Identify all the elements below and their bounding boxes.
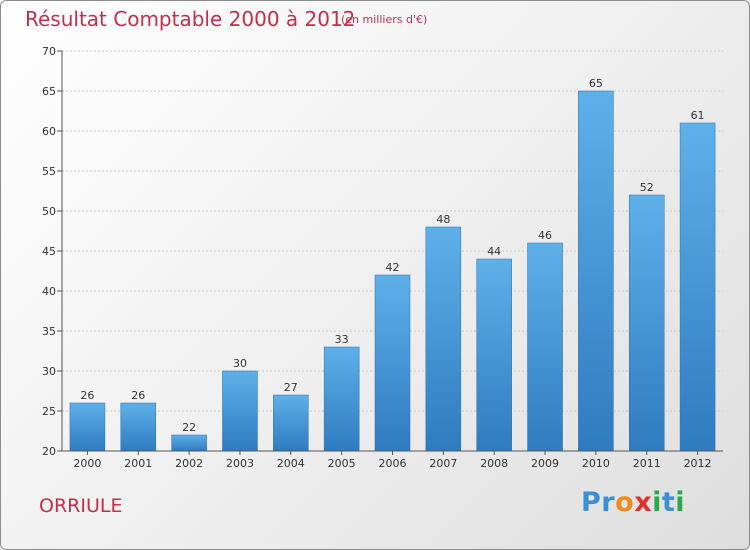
x-tick-label-2002: 2002 (175, 457, 203, 470)
bar-2006 (374, 274, 411, 452)
bar-2008 (476, 258, 512, 452)
x-tick-label-2011: 2011 (633, 457, 661, 470)
y-tick-label: 55 (42, 165, 56, 178)
value-label-2012: 61 (691, 109, 705, 122)
bar-2000 (69, 402, 106, 452)
y-tick-label: 50 (42, 205, 56, 218)
y-tick-label: 45 (42, 245, 56, 258)
x-tick-label-2006: 2006 (379, 457, 407, 470)
value-label-2007: 48 (436, 213, 450, 226)
bar-2005 (323, 346, 360, 452)
y-tick-label: 70 (42, 45, 56, 58)
value-label-2003: 30 (233, 357, 247, 370)
x-tick-label-2004: 2004 (277, 457, 305, 470)
chart-subtitle: (en milliers d'€) (341, 13, 428, 26)
value-label-2011: 52 (640, 181, 654, 194)
y-tick-label: 65 (42, 85, 56, 98)
value-label-2006: 42 (386, 261, 400, 274)
bar-2011 (628, 194, 665, 452)
x-tick-label-2010: 2010 (582, 457, 610, 470)
y-tick-label: 35 (42, 325, 56, 338)
x-tick-label-2005: 2005 (328, 457, 356, 470)
chart-title: Résultat Comptable 2000 à 2012 (25, 7, 356, 31)
y-tick-label: 20 (42, 445, 56, 458)
bar-2004 (273, 394, 309, 452)
value-label-2004: 27 (284, 381, 298, 394)
x-tick-label-2007: 2007 (429, 457, 457, 470)
bar-2002 (171, 434, 207, 452)
bar-2001 (120, 402, 157, 452)
logo-letter: t (661, 487, 676, 518)
proxiti-logo: Proxiti (581, 487, 685, 518)
logo-letter: o (615, 487, 635, 518)
value-label-2005: 33 (335, 333, 349, 346)
value-label-2000: 26 (80, 389, 94, 402)
x-tick-label-2000: 2000 (73, 457, 101, 470)
y-tick-label: 25 (42, 405, 56, 418)
x-tick-label-2001: 2001 (124, 457, 152, 470)
x-tick-label-2009: 2009 (531, 457, 559, 470)
value-label-2008: 44 (487, 245, 501, 258)
logo-letter: i (675, 487, 686, 518)
x-tick-label-2003: 2003 (226, 457, 254, 470)
value-label-2002: 22 (182, 421, 196, 434)
y-tick-label: 60 (42, 125, 56, 138)
value-label-2010: 65 (589, 77, 603, 90)
logo-letter: i (652, 487, 662, 518)
bar-2012 (679, 122, 716, 452)
bar-2007 (425, 226, 462, 452)
value-label-2001: 26 (131, 389, 145, 402)
logo-letter: r (601, 487, 616, 518)
x-tick-label-2008: 2008 (480, 457, 508, 470)
y-tick-label: 30 (42, 365, 56, 378)
logo-letter: x (634, 487, 653, 518)
value-label-2009: 46 (538, 229, 552, 242)
bar-2003 (222, 370, 258, 452)
bar-2010 (578, 90, 614, 452)
y-tick-label: 40 (42, 285, 56, 298)
x-tick-label-2012: 2012 (684, 457, 712, 470)
bar-2009 (527, 242, 563, 452)
commune-name: ORRIULE (39, 495, 123, 517)
logo-letter: P (581, 487, 602, 518)
